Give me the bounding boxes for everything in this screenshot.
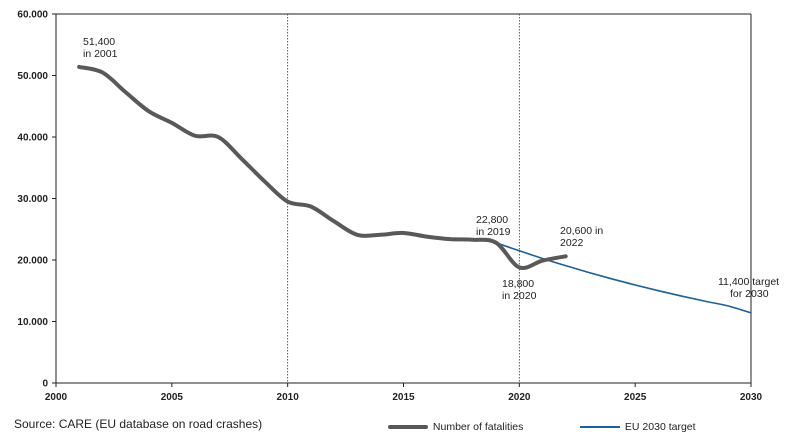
annotation-2022-line-1: 20,600 in: [560, 225, 603, 237]
annotation-2030-line-2: for 2030: [730, 288, 769, 300]
legend-swatch-fatalities: [388, 425, 428, 430]
plot-area: [55, 13, 752, 384]
annotation-2030-target: 11,400 target for 2030: [718, 276, 782, 300]
annotation-2022-line-2: 2022: [560, 237, 584, 249]
x-tick-label: 2010: [277, 392, 300, 403]
annotation-2001: 51,400 in 2001: [83, 36, 118, 60]
x-tick-label: 2020: [508, 392, 531, 403]
y-tick-label: 10.000: [17, 317, 48, 328]
annotation-2001-line-2: in 2001: [83, 48, 118, 60]
series-layer: [77, 64, 752, 314]
legend-label-fatalities: Number of fatalities: [432, 421, 524, 433]
y-tick-label: 50.000: [17, 71, 48, 82]
y-axis-ticks: 0 10.000 20.000 30.000 40.000 50.000 60.000: [17, 10, 56, 390]
annotation-2030-line-1: 11,400 target: [718, 276, 779, 288]
y-tick-label: 30.000: [17, 194, 48, 205]
line-chart: 0 10.000 20.000 30.000 40.000 50.000 60.000 20…: [17, 10, 782, 404]
x-axis-ticks: 2000 2005 2010 2015 2020 2025 2030: [45, 383, 763, 403]
y-tick-label: 0: [42, 379, 48, 390]
legend-swatch-eu-target: [580, 426, 620, 429]
y-tick-label: 60.000: [17, 10, 48, 21]
series-line-fatalities: [77, 64, 568, 271]
legend-label-eu-target: EU 2030 target: [624, 421, 696, 433]
x-tick-label: 2030: [740, 392, 763, 403]
annotation-2019: 22,800 in 2019: [476, 214, 511, 238]
reference-lines: [287, 14, 520, 383]
annotations: 51,400 in 2001 22,800 in 2019 18,800 in …: [83, 36, 782, 302]
legend-item-eu-target: EU 2030 target: [580, 421, 696, 433]
series-line-eu-target: [495, 241, 752, 314]
annotation-2020-line-1: 18,800: [502, 278, 534, 290]
annotation-2022: 20,600 in 2022: [560, 225, 606, 249]
annotation-2001-line-1: 51,400: [83, 36, 115, 48]
x-tick-label: 2000: [45, 392, 68, 403]
x-tick-label: 2025: [624, 392, 647, 403]
annotation-2019-line-1: 22,800: [476, 214, 508, 226]
annotation-2020: 18,800 in 2020: [502, 278, 537, 302]
y-tick-label: 40.000: [17, 133, 48, 144]
annotation-2020-line-2: in 2020: [502, 290, 537, 302]
source-note: Source: CARE (EU database on road crashe…: [14, 417, 263, 431]
y-tick-label: 20.000: [17, 256, 48, 267]
legend-item-fatalities: Number of fatalities: [388, 421, 523, 433]
x-tick-label: 2015: [392, 392, 415, 403]
x-tick-label: 2005: [161, 392, 184, 403]
annotation-2019-line-2: in 2019: [476, 226, 511, 238]
